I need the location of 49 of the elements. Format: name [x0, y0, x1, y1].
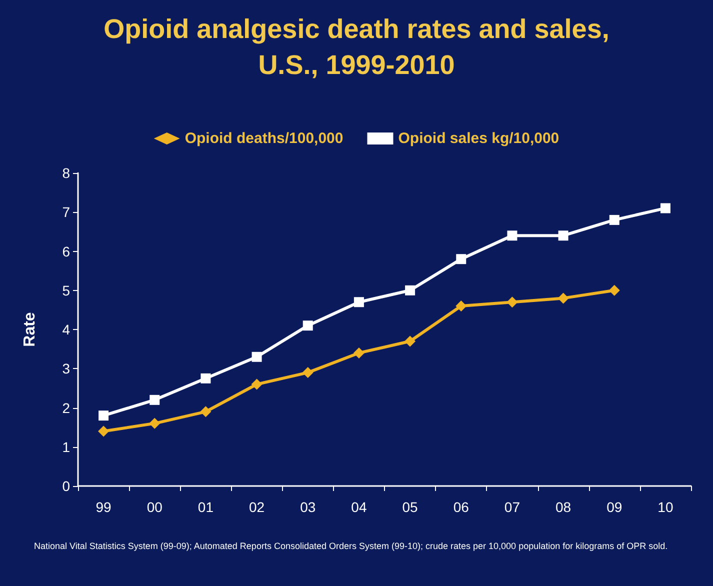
y-tick-label: 4	[62, 322, 70, 338]
x-tick-label: 08	[556, 499, 572, 515]
point	[506, 296, 518, 308]
point	[507, 230, 518, 241]
point	[200, 406, 212, 418]
point	[608, 284, 620, 296]
point	[150, 394, 160, 405]
chart-title: Opioid analgesic death rates and sales, U.S., 1999-2010	[104, 14, 610, 80]
y-tick-label: 6	[62, 243, 70, 260]
y-axis-title: Rate	[22, 312, 38, 347]
point	[200, 373, 211, 384]
x-tick-label: 01	[198, 499, 214, 515]
point	[251, 378, 262, 390]
point	[354, 297, 364, 308]
y-tick-label: 1	[62, 438, 70, 455]
x-tick-label: 09	[606, 499, 622, 515]
point	[558, 230, 568, 241]
point	[302, 320, 313, 331]
point	[98, 410, 109, 421]
x-tick-label: 02	[249, 499, 265, 515]
point	[98, 426, 110, 437]
point	[609, 214, 620, 225]
point	[149, 418, 160, 429]
point	[302, 367, 314, 378]
y-tick-label: 8	[62, 165, 70, 181]
point	[353, 347, 364, 358]
x-tick-label: 04	[351, 499, 367, 515]
y-tick-label: 0	[62, 478, 70, 494]
x-tick-label: 00	[146, 499, 163, 515]
x-tick-label: 99	[96, 499, 112, 515]
y-tick-label: 5	[62, 282, 70, 298]
point	[252, 352, 262, 362]
y-tick-label: 7	[62, 204, 70, 220]
text: National Vital Statistics System (99-09); Automated Reports Consolidated Orders System (99-10); crude rates per 10,000 population for kilograms of OPR sold.	[34, 540, 669, 552]
x-tick-label: 03	[300, 499, 316, 515]
legend-label: Opioid sales kg/10,000	[398, 130, 560, 147]
y-tick-label: 3	[62, 360, 70, 377]
x-tick-label: 06	[453, 499, 470, 515]
point	[456, 254, 466, 264]
point	[558, 292, 569, 304]
x-tick-label: 07	[504, 499, 520, 515]
y-tick-label: 2	[62, 400, 70, 416]
point	[404, 336, 416, 347]
legend-label: Opioid deaths/100,000	[184, 130, 344, 147]
point	[660, 203, 670, 214]
x-tick-label: 10	[658, 499, 674, 515]
x-tick-label: 05	[402, 499, 418, 515]
point	[456, 300, 467, 312]
point	[405, 285, 416, 296]
